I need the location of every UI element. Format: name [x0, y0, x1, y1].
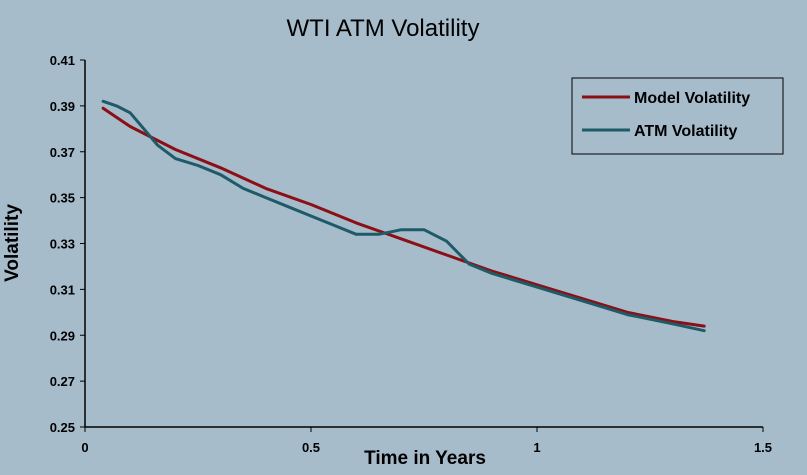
- x-tick-label: 1.5: [754, 440, 772, 455]
- y-tick-label: 0.29: [50, 328, 75, 343]
- legend: Model Volatility ATM Volatility: [571, 77, 784, 155]
- chart-title: WTI ATM Volatility: [287, 15, 480, 42]
- series-layer: [101, 99, 706, 333]
- series-line-model-volatility: [101, 106, 706, 328]
- y-tick-label: 0.33: [50, 237, 75, 252]
- y-tick-label: 0.27: [50, 374, 75, 389]
- x-tick-label: 1: [533, 440, 540, 455]
- y-tick-label: 0.31: [50, 282, 75, 297]
- x-tick-label: 0.5: [302, 440, 320, 455]
- legend-label-atm-volatility: ATM Volatility: [634, 123, 738, 140]
- y-tick-label: 0.41: [50, 53, 75, 68]
- y-tick-label: 0.25: [50, 420, 75, 435]
- y-axis-label: Volatility: [2, 204, 23, 282]
- y-tick-label: 0.39: [50, 99, 75, 114]
- legend-box: [571, 77, 784, 155]
- x-axis-label: Time in Years: [364, 448, 486, 469]
- series-line-atm-volatility: [101, 99, 706, 333]
- x-tick-label: 0: [81, 440, 88, 455]
- legend-label-model-volatility: Model Volatility: [634, 90, 750, 107]
- y-tick-label: 0.35: [50, 191, 75, 206]
- axes: 0.25 0.27 0.29 0.31 0.33 0.35 0.37 0.39 0.41 0 0.5…: [50, 53, 772, 455]
- y-tick-label: 0.37: [50, 145, 75, 160]
